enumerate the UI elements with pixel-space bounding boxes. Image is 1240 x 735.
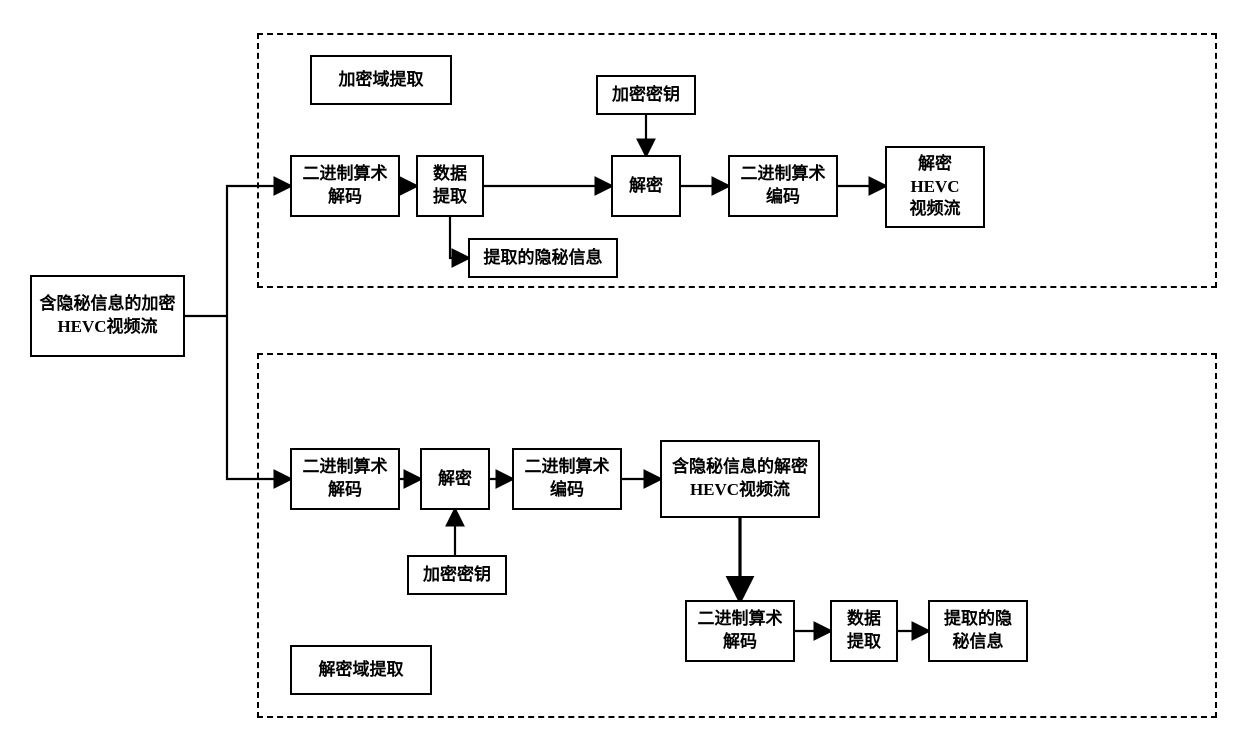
node-bot-title: 解密域提取 [290,645,432,695]
node-b-stream: 含隐秘信息的解密HEVC视频流 [660,440,820,518]
node-t-extract: 数据提取 [416,155,484,217]
node-t-out: 解密HEVC视频流 [885,146,985,228]
node-b-encode: 二进制算术编码 [512,448,622,510]
node-b-decode2: 二进制算术解码 [685,600,795,662]
node-b-decode: 二进制算术解码 [290,448,400,510]
node-t-decrypt: 解密 [611,155,681,217]
diagram-canvas: 含隐秘信息的加密HEVC视频流加密域提取二进制算术解码数据提取加密密钥解密二进制… [0,0,1240,735]
node-b-decrypt: 解密 [420,448,490,510]
node-t-secret: 提取的隐秘信息 [468,238,618,278]
node-t-decode: 二进制算术解码 [290,155,400,217]
node-t-encode: 二进制算术编码 [728,155,838,217]
node-b-secret: 提取的隐秘信息 [928,600,1028,662]
node-b-extract: 数据提取 [830,600,898,662]
node-t-key: 加密密钥 [596,75,696,115]
node-b-key: 加密密钥 [407,555,507,595]
node-top-title: 加密域提取 [310,55,452,105]
node-input: 含隐秘信息的加密HEVC视频流 [30,275,185,357]
